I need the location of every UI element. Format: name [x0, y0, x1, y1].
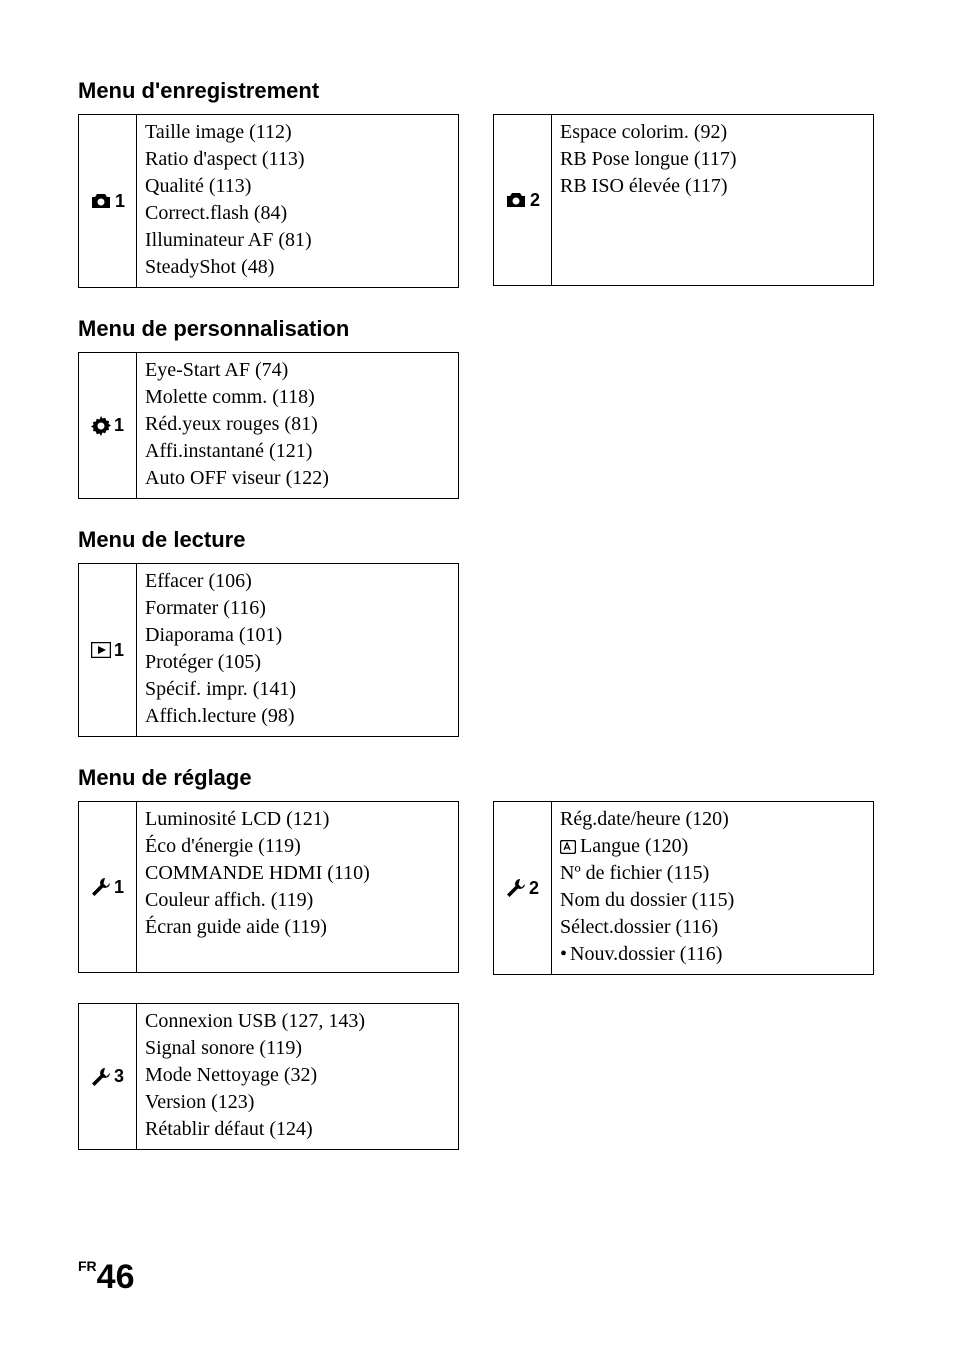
menu-item: Taille image (112) — [145, 119, 450, 146]
menu-item: Correct.flash (84) — [145, 200, 450, 227]
menu-item: Nº de fichier (115) — [560, 860, 865, 887]
menu-item: Luminosité LCD (121) — [145, 806, 450, 833]
content-cell: Luminosité LCD (121) Éco d'énergie (119)… — [137, 802, 458, 972]
col-right: 2 Espace colorim. (92) RB Pose longue (1… — [493, 114, 874, 286]
menu-item: RB ISO élevée (117) — [560, 173, 865, 200]
menu-item: Affi.instantané (121) — [145, 438, 450, 465]
menu-item: Spécif. impr. (141) — [145, 676, 450, 703]
menu-item: Effacer (106) — [145, 568, 450, 595]
menu-item: Protéger (105) — [145, 649, 450, 676]
footer-prefix: FR — [78, 1258, 97, 1274]
menu-item: Sélect.dossier (116) — [560, 914, 865, 941]
menu-item: Affich.lecture (98) — [145, 703, 450, 730]
menu-item: Qualité (113) — [145, 173, 450, 200]
icon-cell: 1 — [79, 802, 137, 972]
row: 1 Eye-Start AF (74) Molette comm. (118) … — [78, 352, 876, 499]
content-cell: Effacer (106) Formater (116) Diaporama (… — [137, 564, 458, 736]
menu-item: Mode Nettoyage (32) — [145, 1062, 450, 1089]
menu-item: Nom du dossier (115) — [560, 887, 865, 914]
language-icon — [560, 840, 576, 854]
menu-item: Espace colorim. (92) — [560, 119, 865, 146]
menu-box-reglage-2: 2 Rég.date/heure (120) Langue (120) Nº d… — [493, 801, 874, 975]
menu-item: Formater (116) — [145, 595, 450, 622]
menu-item: Diaporama (101) — [145, 622, 450, 649]
icon-cell: 2 — [494, 115, 552, 285]
icon-number: 1 — [114, 877, 124, 898]
content-cell: Taille image (112) Ratio d'aspect (113) … — [137, 115, 458, 287]
menu-item: COMMANDE HDMI (110) — [145, 860, 450, 887]
wrench-icon-1: 1 — [91, 877, 124, 898]
content-cell: Espace colorim. (92) RB Pose longue (117… — [552, 115, 873, 285]
col-left: 3 Connexion USB (127, 143) Signal sonore… — [78, 1003, 459, 1150]
icon-number: 1 — [115, 191, 125, 212]
menu-item: RB Pose longue (117) — [560, 146, 865, 173]
wrench-icon-3: 3 — [91, 1066, 124, 1087]
section-personnalisation: Menu de personnalisation 1 Eye-Start AF … — [78, 316, 876, 499]
icon-cell: 1 — [79, 564, 137, 736]
menu-item: Ratio d'aspect (113) — [145, 146, 450, 173]
row: 1 Effacer (106) Formater (116) Diaporama… — [78, 563, 876, 737]
camera-icon-1: 1 — [90, 191, 125, 212]
menu-item: Rég.date/heure (120) — [560, 806, 865, 833]
icon-cell: 1 — [79, 115, 137, 287]
section-title: Menu de réglage — [78, 765, 876, 791]
menu-item: Auto OFF viseur (122) — [145, 465, 450, 492]
icon-cell: 3 — [79, 1004, 137, 1149]
menu-item: Réd.yeux rouges (81) — [145, 411, 450, 438]
content-cell: Connexion USB (127, 143) Signal sonore (… — [137, 1004, 458, 1149]
section-reglage: Menu de réglage 1 Luminosité LCD (121) É… — [78, 765, 876, 1150]
menu-item-text: Langue (120) — [580, 833, 688, 860]
menu-item-bullet: • Nouv.dossier (116) — [560, 941, 865, 968]
menu-item: Écran guide aide (119) — [145, 914, 450, 941]
icon-cell: 1 — [79, 353, 137, 498]
icon-number: 1 — [114, 415, 124, 436]
section-title: Menu de lecture — [78, 527, 876, 553]
menu-item: Illuminateur AF (81) — [145, 227, 450, 254]
menu-item: Couleur affich. (119) — [145, 887, 450, 914]
menu-item-text: Nouv.dossier (116) — [570, 941, 722, 968]
menu-item: Éco d'énergie (119) — [145, 833, 450, 860]
menu-item: Molette comm. (118) — [145, 384, 450, 411]
menu-box-reglage-3: 3 Connexion USB (127, 143) Signal sonore… — [78, 1003, 459, 1150]
footer-page-number: 46 — [97, 1258, 135, 1296]
col-left: 1 Luminosité LCD (121) Éco d'énergie (11… — [78, 801, 459, 973]
row: 1 Taille image (112) Ratio d'aspect (113… — [78, 114, 876, 288]
col-left: 1 Taille image (112) Ratio d'aspect (113… — [78, 114, 459, 288]
content-cell: Eye-Start AF (74) Molette comm. (118) Ré… — [137, 353, 458, 498]
section-title: Menu d'enregistrement — [78, 78, 876, 104]
menu-box-perso-1: 1 Eye-Start AF (74) Molette comm. (118) … — [78, 352, 459, 499]
menu-item: Langue (120) — [560, 833, 865, 860]
menu-box-enreg-2: 2 Espace colorim. (92) RB Pose longue (1… — [493, 114, 874, 286]
row: 3 Connexion USB (127, 143) Signal sonore… — [78, 1003, 876, 1150]
section-title: Menu de personnalisation — [78, 316, 876, 342]
menu-item: Version (123) — [145, 1089, 450, 1116]
menu-item: Eye-Start AF (74) — [145, 357, 450, 384]
menu-box-enreg-1: 1 Taille image (112) Ratio d'aspect (113… — [78, 114, 459, 288]
menu-item: SteadyShot (48) — [145, 254, 450, 281]
page-footer: FR46 — [78, 1258, 135, 1297]
menu-box-reglage-1: 1 Luminosité LCD (121) Éco d'énergie (11… — [78, 801, 459, 973]
menu-box-lecture-1: 1 Effacer (106) Formater (116) Diaporama… — [78, 563, 459, 737]
bullet-icon: • — [560, 941, 566, 968]
col-right: 2 Rég.date/heure (120) Langue (120) Nº d… — [493, 801, 874, 975]
menu-item: Signal sonore (119) — [145, 1035, 450, 1062]
menu-item: Connexion USB (127, 143) — [145, 1008, 450, 1035]
gear-icon-1: 1 — [91, 415, 124, 436]
col-left: 1 Effacer (106) Formater (116) Diaporama… — [78, 563, 459, 737]
icon-number: 3 — [114, 1066, 124, 1087]
wrench-icon-2: 2 — [506, 878, 539, 899]
section-enregistrement: Menu d'enregistrement 1 Taille image (11… — [78, 78, 876, 288]
icon-cell: 2 — [494, 802, 552, 974]
row: 1 Luminosité LCD (121) Éco d'énergie (11… — [78, 801, 876, 975]
icon-number: 2 — [529, 878, 539, 899]
play-icon-1: 1 — [91, 640, 124, 661]
icon-number: 2 — [530, 190, 540, 211]
icon-number: 1 — [114, 640, 124, 661]
menu-item: Rétablir défaut (124) — [145, 1116, 450, 1143]
col-left: 1 Eye-Start AF (74) Molette comm. (118) … — [78, 352, 459, 499]
content-cell: Rég.date/heure (120) Langue (120) Nº de … — [552, 802, 873, 974]
section-lecture: Menu de lecture 1 Effacer (106) Formater… — [78, 527, 876, 737]
camera-icon-2: 2 — [505, 190, 540, 211]
